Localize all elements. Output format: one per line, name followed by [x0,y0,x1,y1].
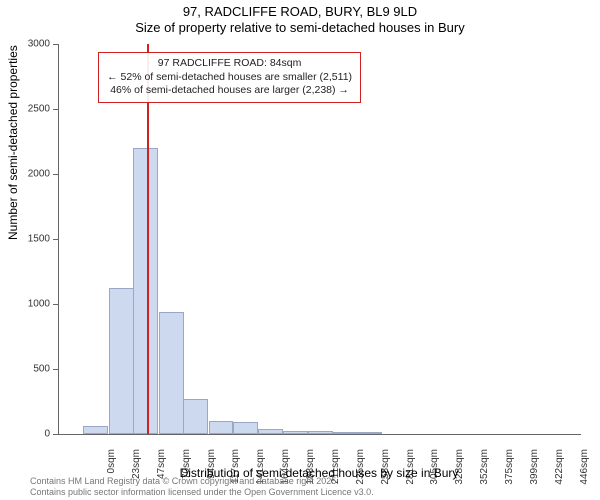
histogram-bar [183,399,208,434]
y-tick-label: 1000 [0,299,50,310]
y-tick-mark [53,434,58,435]
y-tick-label: 500 [0,364,50,375]
y-tick-label: 3000 [0,39,50,50]
y-tick-mark [53,239,58,240]
annotation-line2: ← 52% of semi-detached houses are smalle… [107,71,352,85]
plot-area: 97 RADCLIFFE ROAD: 84sqm← 52% of semi-de… [58,44,581,435]
attribution-line1: Contains HM Land Registry data © Crown c… [30,476,374,487]
x-tick-label: 446sqm [579,449,590,499]
y-tick-mark [53,304,58,305]
chart-title-line2: Size of property relative to semi-detach… [0,20,600,35]
annotation-line1: 97 RADCLIFFE ROAD: 84sqm [107,57,352,71]
histogram-bar [283,431,308,434]
y-tick-label: 2500 [0,104,50,115]
histogram-bar [258,429,283,434]
y-tick-mark [53,174,58,175]
y-tick-label: 2000 [0,169,50,180]
histogram-bar [209,421,234,434]
histogram-bar [109,288,134,434]
y-tick-label: 0 [0,429,50,440]
histogram-bar [308,431,333,434]
histogram-bar [333,432,358,434]
histogram-bar [83,426,108,434]
histogram-bar [233,422,258,434]
attribution-footer: Contains HM Land Registry data © Crown c… [30,476,374,498]
annotation-box: 97 RADCLIFFE ROAD: 84sqm← 52% of semi-de… [98,52,361,103]
histogram-bar [159,312,184,434]
annotation-line3: 46% of semi-detached houses are larger (… [107,84,352,98]
y-tick-mark [53,44,58,45]
y-tick-label: 1500 [0,234,50,245]
y-tick-mark [53,369,58,370]
histogram-bar [133,148,158,434]
chart-container: 97, RADCLIFFE ROAD, BURY, BL9 9LD Size o… [0,0,600,500]
histogram-bar [357,432,382,434]
attribution-line2: Contains public sector information licen… [30,487,374,498]
chart-title-line1: 97, RADCLIFFE ROAD, BURY, BL9 9LD [0,4,600,19]
y-axis-label: Number of semi-detached properties [6,45,20,240]
y-tick-mark [53,109,58,110]
